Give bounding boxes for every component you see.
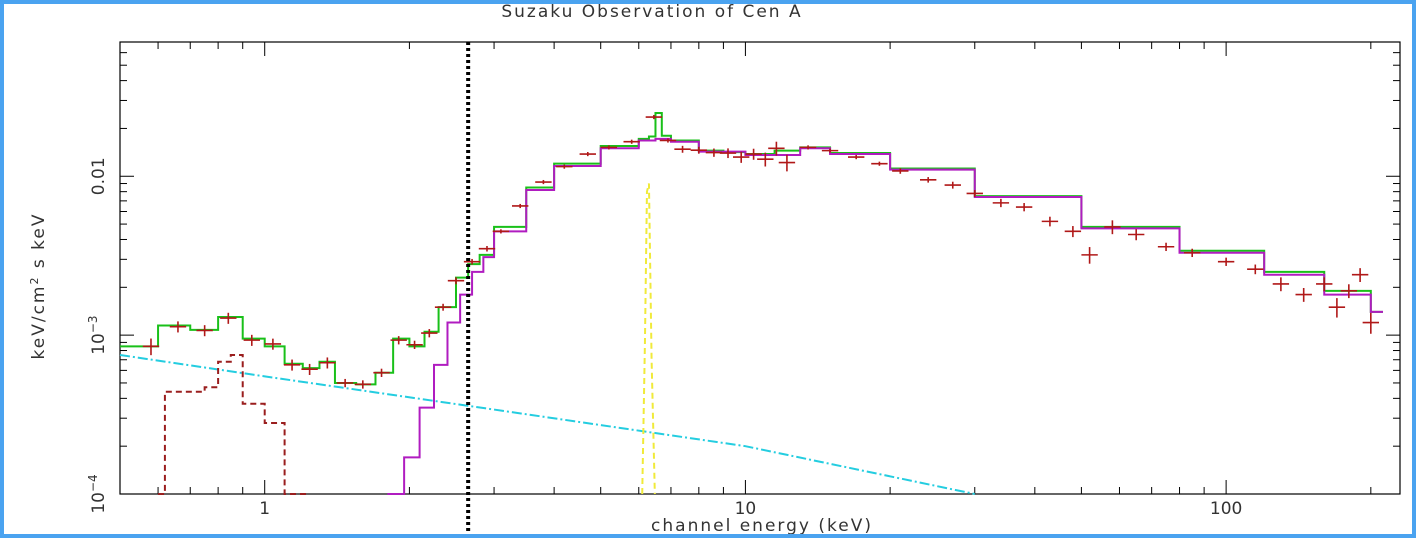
y-axis-label: keV/cm2 s keV — [28, 213, 50, 360]
model-series — [119, 112, 1383, 495]
x-tick-label: 1 — [259, 499, 270, 519]
plot-frame — [119, 41, 1401, 495]
y-tick-label: 10−4 — [86, 474, 109, 513]
absorbed-powerlaw-line — [387, 137, 1383, 495]
y-tick-label: 10−3 — [86, 315, 109, 354]
iron-line-line — [641, 183, 656, 495]
x-axis-label: channel energy (keV) — [651, 516, 873, 534]
spectrum-chart: Suzaku Observation of Cen A channel ener… — [28, 4, 1401, 534]
x-tick-label: 100 — [1210, 499, 1242, 519]
axis-ticks: 1 10 100 10−4 10−3 0.01 — [86, 41, 1400, 519]
scattered-powerlaw-line — [119, 353, 975, 495]
data-points — [142, 114, 1380, 389]
soft-components-line — [158, 353, 307, 495]
chart-title: Suzaku Observation of Cen A — [501, 4, 802, 22]
y-tick-label: 0.01 — [89, 157, 109, 195]
x-tick-label: 10 — [735, 499, 757, 519]
